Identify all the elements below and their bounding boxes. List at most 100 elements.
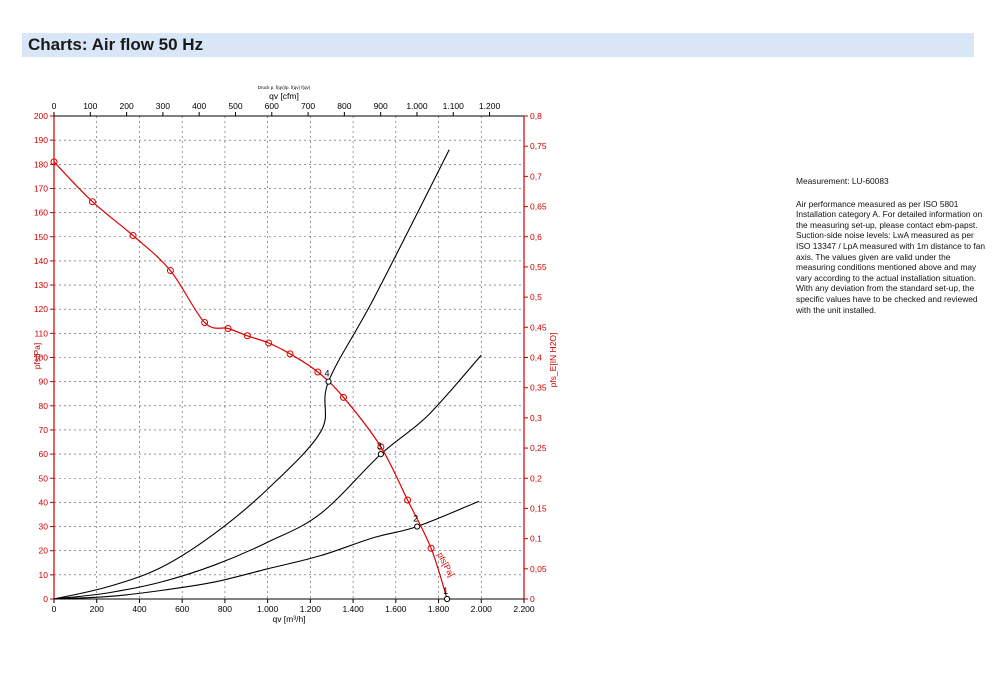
- fan-curve-marker: [339, 393, 347, 401]
- x-top-tick-label: 800: [337, 101, 351, 111]
- y-left-tick-label: 90: [39, 377, 49, 387]
- operating-point-label-4: 4: [325, 369, 330, 379]
- x-top-tick-label: 700: [301, 101, 315, 111]
- y-left-axis-label: pfs[Pa]: [32, 343, 42, 369]
- system-curve-2: [53, 354, 482, 600]
- y-left-tick-label: 20: [39, 546, 49, 556]
- x-top-tick-label: 500: [228, 101, 242, 111]
- operating-point-4: [325, 378, 332, 385]
- x-bottom-axis-label: qv [m³/h]: [272, 614, 305, 624]
- x-bottom-tick-label: 1.400: [342, 604, 364, 614]
- fan-curve-marker: [50, 158, 58, 166]
- y-left-tick-label: 110: [34, 328, 48, 338]
- x-bottom-tick-label: 1.800: [428, 604, 450, 614]
- fan-curve-marker: [314, 368, 322, 376]
- y-left-tick-label: 0: [43, 594, 48, 604]
- x-bottom-tick-label: 0: [52, 604, 57, 614]
- y-right-tick-label: 0,65: [530, 202, 547, 212]
- y-left-tick-label: 30: [39, 522, 49, 532]
- fan-curve-marker: [404, 496, 412, 504]
- y-left-tick-label: 80: [39, 401, 49, 411]
- x-bottom-tick-label: 1.000: [257, 604, 279, 614]
- fan-curve-marker: [286, 350, 294, 358]
- y-right-tick-label: 0,7: [530, 171, 542, 181]
- y-left-tick-label: 50: [39, 473, 49, 483]
- fan-curve-marker: [166, 267, 174, 275]
- chart-top-caption: Druck p. f(qv)/p. f(qv) f(qv): [258, 85, 311, 90]
- x-top-tick-label: 0: [52, 101, 57, 111]
- fan-curve-label: pfs[Pa]: [435, 551, 456, 579]
- y-left-tick-label: 60: [39, 449, 49, 459]
- x-bottom-tick-label: 400: [132, 604, 146, 614]
- operating-point-label-2: 2: [413, 514, 418, 524]
- y-left-tick-label: 40: [39, 497, 49, 507]
- operating-point-2: [414, 523, 421, 530]
- x-bottom-tick-label: 2.200: [513, 604, 535, 614]
- y-right-tick-label: 0,45: [530, 322, 547, 332]
- fan-curve-marker: [427, 544, 435, 552]
- measurement-label: Measurement: LU-60083: [796, 176, 889, 186]
- x-top-tick-label: 600: [265, 101, 279, 111]
- system-curve-3: [53, 149, 450, 600]
- y-left-tick-label: 160: [34, 208, 48, 218]
- y-right-tick-label: 0,25: [530, 443, 547, 453]
- x-top-tick-label: 1.200: [479, 101, 501, 111]
- y-right-axis-label: pfs_E[IN H2O]: [548, 333, 558, 388]
- y-right-tick-label: 0,5: [530, 292, 542, 302]
- operating-point-label-3: 3: [377, 441, 382, 451]
- x-top-tick-label: 100: [83, 101, 97, 111]
- fan-curve-marker: [224, 325, 232, 333]
- operating-point-label-1: 1: [443, 586, 448, 596]
- system-curve-1: [53, 500, 480, 600]
- y-left-tick-label: 190: [34, 135, 48, 145]
- y-right-tick-label: 0,35: [530, 383, 547, 393]
- x-bottom-tick-label: 1.200: [300, 604, 322, 614]
- x-bottom-tick-label: 200: [90, 604, 104, 614]
- x-top-tick-label: 1.100: [443, 101, 465, 111]
- y-right-tick-label: 0: [530, 594, 535, 604]
- y-right-tick-label: 0,55: [530, 262, 547, 272]
- x-top-tick-label: 1.000: [406, 101, 428, 111]
- y-left-tick-label: 70: [39, 425, 49, 435]
- info-panel: Measurement: LU-60083 Air performance me…: [796, 176, 986, 327]
- y-right-tick-label: 0,3: [530, 413, 542, 423]
- header-bar: Charts: Air flow 50 Hz: [22, 33, 974, 57]
- y-left-tick-label: 150: [34, 232, 48, 242]
- y-left-tick-label: 120: [34, 304, 48, 314]
- y-right-tick-label: 0,75: [530, 141, 547, 151]
- fan-curve-line: [53, 161, 448, 600]
- x-top-tick-label: 300: [156, 101, 170, 111]
- measurement-description: Air performance measured as per ISO 5801…: [796, 198, 986, 315]
- fan-curve-marker: [243, 332, 251, 340]
- fan-curve-marker: [88, 198, 96, 206]
- x-top-tick-label: 400: [192, 101, 206, 111]
- y-right-tick-label: 0,1: [530, 534, 542, 544]
- y-left-tick-label: 100: [34, 353, 48, 363]
- x-bottom-tick-label: 600: [175, 604, 189, 614]
- fan-curve-marker: [377, 443, 385, 451]
- fan-curve-marker: [129, 232, 137, 240]
- fan-curve-marker: [201, 318, 209, 326]
- y-right-tick-label: 0,2: [530, 473, 542, 483]
- y-right-tick-label: 0,8: [530, 111, 542, 121]
- x-top-axis-label: qv [cfm]: [269, 91, 299, 101]
- y-left-tick-label: 10: [39, 570, 49, 580]
- operating-point-1: [443, 595, 451, 603]
- y-right-tick-label: 0,05: [530, 564, 547, 574]
- page-title: Charts: Air flow 50 Hz: [28, 35, 204, 54]
- x-bottom-tick-label: 1.600: [385, 604, 407, 614]
- x-bottom-tick-label: 800: [218, 604, 232, 614]
- y-right-tick-label: 0,6: [530, 232, 542, 242]
- y-left-tick-label: 130: [34, 280, 48, 290]
- y-left-tick-label: 180: [34, 159, 48, 169]
- y-right-tick-label: 0,15: [530, 503, 547, 513]
- y-left-tick-label: 170: [34, 183, 48, 193]
- y-left-tick-label: 140: [34, 256, 48, 266]
- operating-point-3: [377, 451, 384, 458]
- x-bottom-tick-label: 2.000: [471, 604, 493, 614]
- y-right-tick-label: 0,4: [530, 353, 542, 363]
- y-left-tick-label: 200: [34, 111, 48, 121]
- fan-curve-marker: [265, 339, 273, 347]
- x-top-tick-label: 900: [374, 101, 388, 111]
